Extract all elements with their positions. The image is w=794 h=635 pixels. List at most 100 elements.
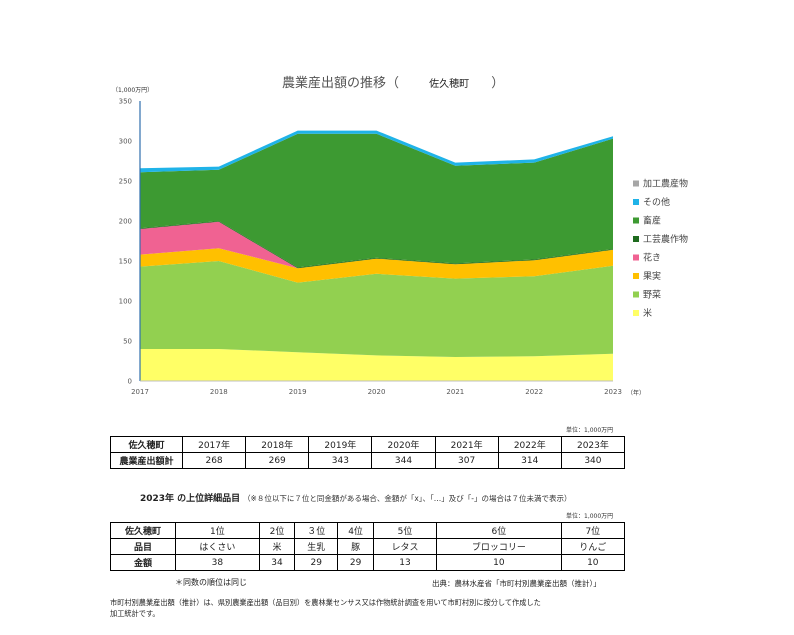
table-cell: 金額 — [110, 554, 176, 571]
annual-output-table: 佐久穂町 2017年 2018年 2019年 2020年 2021年 2022年… — [110, 436, 626, 469]
series-area — [140, 248, 613, 283]
x-tick-label: 2021 — [446, 388, 464, 396]
table-cell: 1位 — [175, 522, 260, 539]
chart-axes: 0 50 100 150 200 250 300 350 2017 2018 2019 2020 202… — [119, 98, 622, 397]
source-note: 出典：農林水産省「市町村別農業産出額（推計）」 — [432, 579, 601, 588]
legend-swatch — [633, 291, 639, 298]
legend-swatch — [633, 180, 639, 187]
table-cell: 29 — [294, 554, 339, 571]
table-cell: りんご — [560, 538, 626, 555]
table-cell: 農業産出額計 — [110, 452, 183, 469]
legend-swatch — [633, 217, 639, 224]
y-tick-label: 300 — [119, 138, 132, 146]
chart-title-town: 佐久穂町 — [429, 79, 470, 90]
description-line-2: 加工統計です。 — [110, 609, 160, 618]
legend-swatch — [633, 236, 639, 242]
chart-title-main: 農業産出額の推移（ — [282, 76, 400, 91]
table-cell: 268 — [181, 452, 247, 469]
legend-label: 野菜 — [643, 289, 661, 301]
x-tick-label: 2017 — [131, 388, 149, 396]
legend-label: 果実 — [643, 270, 661, 282]
y-tick-label: 250 — [119, 178, 132, 186]
chart-title-close: ） — [491, 76, 505, 91]
series-area — [140, 130, 613, 173]
table-cell: ３位 — [294, 522, 339, 539]
legend-label: 工芸農作物 — [643, 233, 688, 245]
table-cell: 10 — [436, 554, 562, 571]
legend-swatch — [633, 310, 639, 316]
table-cell: 344 — [371, 452, 436, 469]
table-row: 佐久穂町 2017年 2018年 2019年 2020年 2021年 2022年… — [110, 436, 626, 453]
table-cell: 340 — [560, 452, 626, 469]
table-cell: 38 — [175, 554, 260, 571]
table-cell: はくさい — [175, 538, 260, 555]
table-cell: 34 — [258, 554, 296, 571]
x-tick-label: 2023 — [604, 388, 622, 396]
y-tick-label: 50 — [123, 338, 132, 346]
ranking-note: （※８位以下に７位と同金額がある場合、金額が「x」、「…」及び「-」の場合は７位… — [243, 494, 572, 503]
table-cell: レタス — [372, 538, 438, 555]
legend-label: その他 — [643, 196, 670, 208]
description-line-1: 市町村別農業産出額（推計）は、県別農業産出額（品目別）を農林業センサス又は作物統… — [110, 598, 541, 607]
table-cell: 生乳 — [294, 538, 339, 555]
legend-label: 米 — [643, 307, 652, 319]
y-tick-label: 100 — [119, 298, 132, 306]
table-cell: 品目 — [110, 538, 176, 555]
series-area — [140, 221, 613, 269]
table-row: 佐久穂町 1位 2位 ３位 4位 5位 6位 7位 — [110, 522, 626, 539]
x-tick-label: 2019 — [289, 388, 307, 396]
y-tick-label: 200 — [119, 218, 132, 226]
ranking-title: 2023年 の上位詳細品目 — [140, 494, 241, 504]
legend-swatch — [633, 273, 639, 279]
table-cell: ブロッコリー — [436, 538, 562, 555]
table-cell: 2023年 — [560, 436, 626, 453]
table-cell: 豚 — [337, 538, 374, 555]
legend-label: 加工農産物 — [643, 178, 688, 190]
x-tick-label: 2022 — [525, 388, 543, 396]
x-axis-unit: （年） — [627, 390, 646, 397]
table-cell: 29 — [337, 554, 374, 571]
table-row: 品目 はくさい 米 生乳 豚 レタス ブロッコリー りんご — [110, 538, 626, 555]
table-cell: 10 — [560, 554, 626, 571]
table2-unit: 単位：1,000万円 — [566, 513, 614, 520]
table-row: 農業産出額計 268 269 343 344 307 314 340 — [110, 452, 626, 469]
table-cell: 2020年 — [371, 436, 436, 453]
table-cell: 4位 — [337, 522, 374, 539]
series-area — [140, 349, 613, 381]
table-cell: 5位 — [372, 522, 438, 539]
table-cell: 7位 — [560, 522, 626, 539]
table-cell: 佐久穂町 — [110, 436, 183, 453]
area-chart: 0 50 100 150 200 250 300 350 2017 2018 2019 2020 202… — [119, 98, 688, 397]
table-cell: 佐久穂町 — [110, 522, 176, 539]
legend-label: 畜産 — [643, 215, 661, 227]
x-tick-label: 2018 — [210, 388, 228, 396]
x-tick-label: 2020 — [368, 388, 386, 396]
table-cell: 13 — [372, 554, 438, 571]
y-tick-label: 0 — [128, 378, 132, 386]
table-cell: 2017年 — [181, 436, 247, 453]
table-cell: 269 — [245, 452, 310, 469]
series-area — [140, 261, 613, 357]
y-tick-label: 350 — [119, 98, 132, 106]
same-rank-note: ＊同数の順位は同じ — [175, 578, 247, 587]
chart-title: 農業産出額の推移（ 佐久穂町 ） — [282, 72, 504, 91]
ranking-heading: 2023年 の上位詳細品目 （※８位以下に７位と同金額がある場合、金額が「x」、… — [140, 491, 572, 504]
table-cell: 343 — [308, 452, 373, 469]
table-cell: 2019年 — [308, 436, 373, 453]
table-cell: 米 — [258, 538, 296, 555]
table-cell: 2018年 — [245, 436, 310, 453]
chart-areas — [140, 130, 613, 381]
table-cell: 2位 — [258, 522, 296, 539]
table-cell: 2021年 — [434, 436, 499, 453]
table-cell: 2022年 — [497, 436, 562, 453]
table-cell: 6位 — [436, 522, 562, 539]
table-row: 金額 38 34 29 29 13 10 10 — [110, 554, 626, 571]
y-axis-unit: （1,000万円） — [112, 87, 154, 94]
table-cell: 314 — [497, 452, 562, 469]
legend-label: 花き — [643, 252, 661, 264]
table-cell: 307 — [434, 452, 499, 469]
legend-swatch — [633, 254, 639, 261]
legend-swatch — [633, 199, 639, 205]
table1-unit: 単位：1,000万円 — [566, 427, 614, 434]
